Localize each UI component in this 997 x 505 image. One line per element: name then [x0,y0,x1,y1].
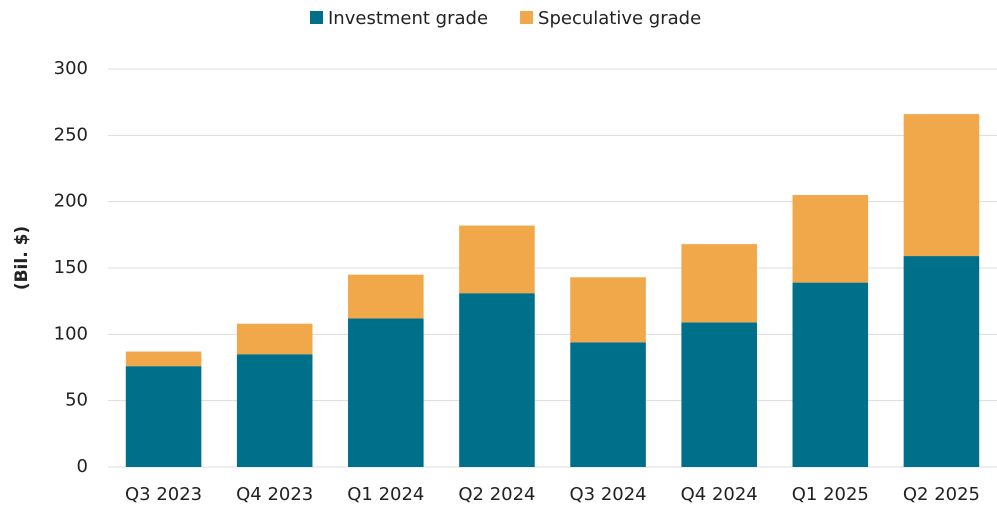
bar-segment [570,342,646,467]
y-tick-label: 50 [65,390,88,411]
y-tick-label: 100 [54,323,88,344]
x-tick-label: Q3 2024 [569,484,646,505]
y-tick-label: 200 [54,191,88,212]
bar-segment [681,322,757,467]
legend-label: Investment grade [328,8,488,29]
bar-segment [348,318,424,467]
bar-segment [125,351,202,367]
y-axis-label: (Bil. $) [12,226,32,290]
bar-segment [903,114,980,257]
y-tick-label: 300 [54,58,88,79]
bar-segment [903,256,980,467]
bar-segment [459,225,535,294]
x-tick-label: Q3 2023 [125,484,202,505]
x-tick-label: Q2 2025 [903,484,980,505]
x-tick-label: Q2 2024 [458,484,535,505]
x-tick-label: Q4 2023 [236,484,313,505]
bar-segment [570,277,646,343]
y-tick-label: 250 [54,124,88,145]
bar-segment [459,293,535,467]
x-tick-label: Q1 2024 [347,484,424,505]
bar-segment [236,354,313,467]
bar-segment [792,195,869,283]
bar-segment [236,323,313,355]
bar-segment [348,274,424,319]
legend-swatch [520,11,534,24]
y-tick-label: 0 [77,456,88,477]
bar-segment [681,244,757,323]
legend-label: Speculative grade [538,8,701,29]
bar-segment [792,282,869,467]
legend-swatch [310,11,323,24]
x-tick-label: Q4 2024 [681,484,758,505]
x-tick-label: Q1 2025 [792,484,869,505]
y-tick-label: 150 [54,257,88,278]
bar-segment [125,366,202,467]
